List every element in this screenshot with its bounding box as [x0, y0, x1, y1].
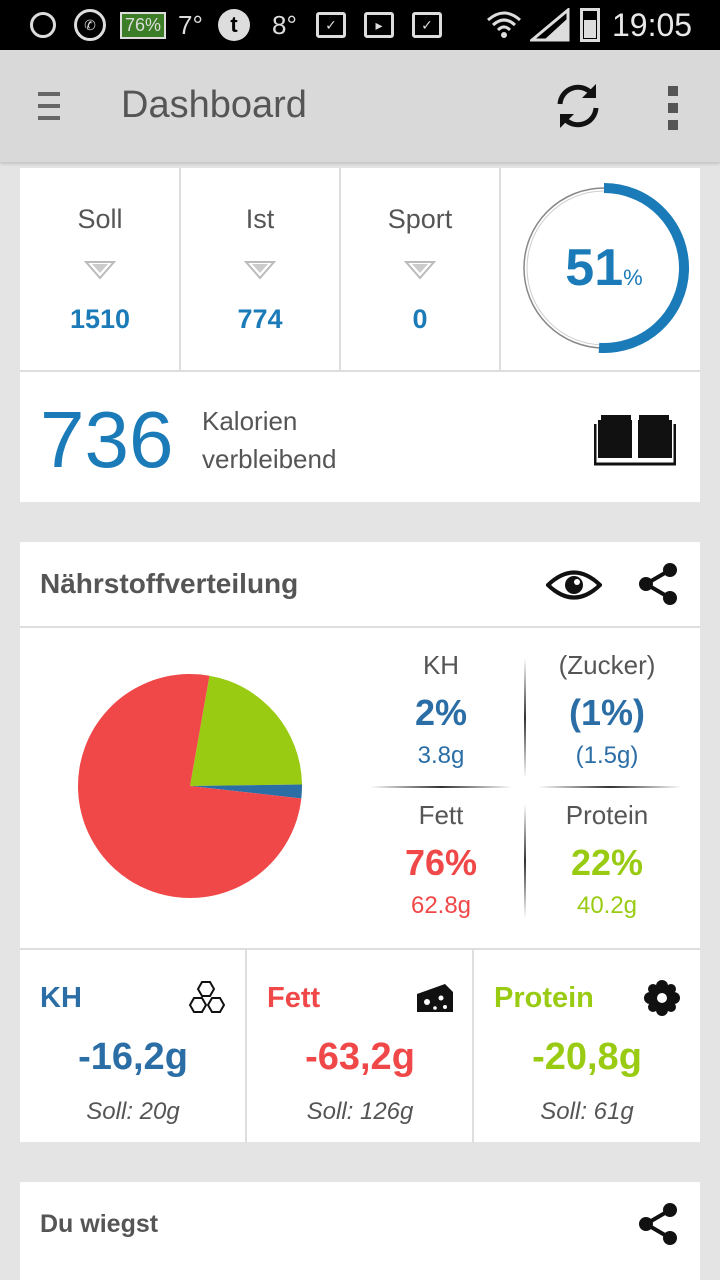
- macro-target: Soll: 61g: [540, 1098, 634, 1125]
- temperature-1: 7°: [178, 9, 203, 40]
- soll-label: Soll: [77, 204, 123, 234]
- macro-value: -63,2g: [305, 1036, 415, 1078]
- sport-cell[interactable]: Sport 0: [340, 168, 500, 370]
- nutrient-percent: (1%): [568, 692, 645, 733]
- divider: [499, 168, 501, 370]
- nutrient-label: KH: [422, 650, 460, 680]
- task-icon-2: ✓: [412, 0, 442, 50]
- nutrient-grams: 62.8g: [410, 892, 472, 919]
- sport-value: 0: [412, 304, 428, 334]
- macro-target: Soll: 20g: [86, 1098, 180, 1125]
- remaining-line-2: verbleibend: [202, 444, 337, 474]
- temperature-2: 8°: [272, 9, 297, 40]
- ist-value: 774: [237, 304, 283, 334]
- macro-value: -16,2g: [78, 1036, 188, 1078]
- macro-label: Fett: [267, 982, 321, 1014]
- hexagons-icon: [188, 981, 226, 1013]
- divider: [472, 948, 474, 1142]
- nutrient-grams: 3.8g: [417, 742, 465, 769]
- flower-icon: [644, 980, 680, 1016]
- nutrient-kh: KH 2% 3.8g: [366, 650, 516, 770]
- pie-slice-protein: [190, 675, 302, 786]
- sport-label: Sport: [387, 204, 453, 234]
- pie-slice-fett: [77, 673, 302, 898]
- weight-card: Du wiegst: [20, 1182, 700, 1280]
- nutrient-fett: Fett 76% 62.8g: [366, 800, 516, 920]
- dropdown-triangle-icon: [404, 261, 436, 280]
- macro-target: Soll: 126g: [306, 1098, 414, 1125]
- nutrient-distribution-card: Nährstoffverteilung KH 2% 3.8g (Zucker) …: [20, 542, 700, 1142]
- remaining-calories-value: 736: [40, 395, 174, 484]
- progress-ring: [523, 183, 690, 353]
- overflow-menu-icon[interactable]: [666, 86, 680, 130]
- calorie-summary-card: Soll 1510 Ist 774 Sport 0 51% 736 Kalori…: [20, 168, 700, 502]
- dropdown-triangle-icon: [84, 261, 116, 280]
- nutrient-label: (Zucker): [558, 650, 656, 680]
- tumblr-icon: t: [218, 0, 250, 50]
- wifi-icon: [486, 0, 522, 50]
- progress-value: 51: [565, 239, 624, 297]
- app-bar: Dashboard: [0, 50, 720, 162]
- menu-icon[interactable]: [38, 92, 60, 120]
- remaining-line-1: Kalorien: [202, 406, 298, 436]
- progress-arc: [598, 183, 690, 353]
- nutrient-zucker: (Zucker) (1%) (1.5g): [532, 650, 682, 770]
- divider: [20, 626, 700, 628]
- page-title: Dashboard: [121, 84, 307, 126]
- briefcase-icon: ▸: [364, 0, 394, 50]
- macro-label: Protein: [494, 982, 594, 1014]
- ist-cell[interactable]: Ist 774: [180, 168, 340, 370]
- ist-label: Ist: [245, 204, 275, 234]
- macro-label: KH: [40, 982, 82, 1014]
- macro-fett[interactable]: Fett -63,2g Soll: 126g: [247, 950, 473, 1142]
- macro-value: -20,8g: [532, 1036, 642, 1078]
- nutrient-grid-lines: [370, 658, 682, 918]
- signal-icon: [530, 0, 570, 50]
- clock: 19:05: [612, 6, 693, 43]
- eye-icon[interactable]: [546, 568, 602, 602]
- refresh-icon[interactable]: [552, 80, 604, 132]
- weight-title: Du wiegst: [40, 1210, 159, 1238]
- share-icon[interactable]: [638, 562, 678, 606]
- status-bar: ✆ 76% 7° t 8° ✓ ▸ ✓ 19:05: [0, 0, 720, 50]
- nutrients-title: Nährstoffverteilung: [40, 568, 299, 599]
- cheese-icon: [417, 984, 453, 1012]
- divider: [20, 948, 700, 950]
- macro-kh[interactable]: KH -16,2g Soll: 20g: [20, 950, 246, 1142]
- dropdown-triangle-icon: [244, 261, 276, 280]
- diary-book-icon[interactable]: [594, 414, 676, 466]
- nutrient-protein: Protein 22% 40.2g: [532, 800, 682, 920]
- whatsapp-icon: ✆: [74, 0, 106, 50]
- soll-cell[interactable]: Soll 1510: [20, 168, 180, 370]
- nutrient-pie-chart: [77, 673, 303, 898]
- battery-badge: 76%: [120, 0, 167, 50]
- macro-protein[interactable]: Protein -20,8g Soll: 61g: [474, 950, 700, 1142]
- nutrient-grams: 40.2g: [576, 892, 638, 919]
- progress-unit: %: [623, 265, 643, 290]
- divider: [179, 168, 181, 370]
- battery-icon: [580, 8, 600, 42]
- nutrient-grams: (1.5g): [575, 742, 639, 769]
- divider: [20, 370, 700, 372]
- nutrient-percent: 76%: [404, 842, 478, 883]
- nutrient-label: Fett: [418, 800, 464, 830]
- divider: [339, 168, 341, 370]
- pie-slice-kh: [190, 784, 303, 799]
- nutrient-percent: 22%: [570, 842, 644, 883]
- soll-value: 1510: [69, 304, 131, 334]
- share-icon[interactable]: [638, 1202, 678, 1246]
- nutrient-percent: 2%: [414, 692, 468, 733]
- nutrient-label: Protein: [565, 800, 649, 830]
- remaining-calories-label: Kalorien verbleibend: [202, 402, 336, 478]
- divider: [245, 948, 247, 1142]
- sync-status-icon: [30, 0, 56, 50]
- task-icon: ✓: [316, 0, 346, 50]
- progress-text: 51%: [514, 238, 694, 298]
